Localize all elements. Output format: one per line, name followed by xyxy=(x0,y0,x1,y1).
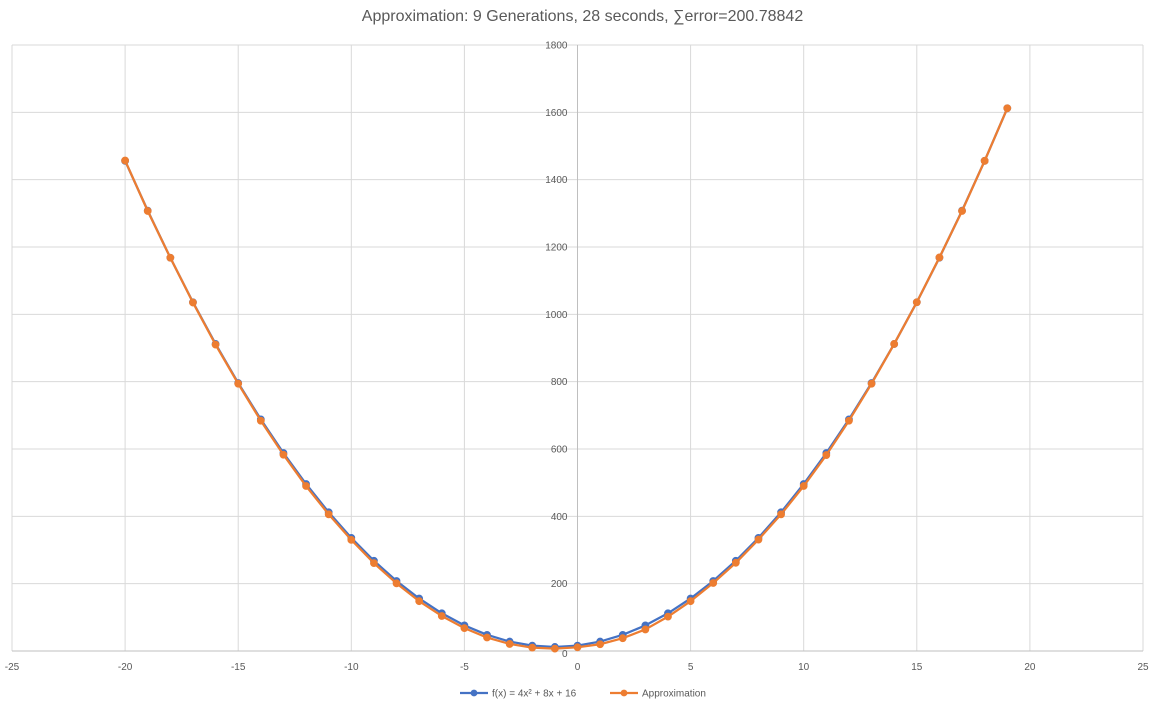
data-point xyxy=(912,298,921,307)
data-point xyxy=(324,510,333,519)
series-group xyxy=(121,104,1012,653)
data-point xyxy=(415,597,424,606)
x-tick-label: 20 xyxy=(1024,662,1036,673)
x-tick-label: -5 xyxy=(460,662,469,673)
y-tick-label: 1400 xyxy=(545,175,568,186)
y-tick-label: 1000 xyxy=(545,310,568,321)
data-point xyxy=(392,579,401,588)
legend-marker xyxy=(470,689,478,697)
x-tick-label: 0 xyxy=(575,662,581,673)
data-point xyxy=(166,253,175,262)
data-point xyxy=(799,482,808,490)
data-point xyxy=(686,597,695,606)
legend-item: f(x) = 4x² + 8x + 16 xyxy=(460,689,577,700)
data-point xyxy=(618,634,627,643)
data-point xyxy=(302,482,310,490)
y-tick-label: 600 xyxy=(551,445,568,456)
data-point xyxy=(189,298,197,307)
legend-label: f(x) = 4x² + 8x + 16 xyxy=(492,689,577,700)
y-tick-label: 1600 xyxy=(545,108,568,119)
data-point xyxy=(754,535,763,544)
data-point xyxy=(121,156,129,165)
data-point xyxy=(596,640,605,649)
data-point xyxy=(460,624,469,633)
data-point xyxy=(980,156,989,165)
data-point xyxy=(573,643,582,652)
x-tick-label: 10 xyxy=(798,662,810,673)
data-point xyxy=(370,559,378,568)
data-point xyxy=(143,207,152,215)
legend: f(x) = 4x² + 8x + 16 Approximation xyxy=(460,689,706,700)
data-point xyxy=(709,579,718,587)
x-tick-label: -25 xyxy=(5,662,20,673)
data-point xyxy=(777,510,785,519)
legend-marker xyxy=(620,689,628,697)
y-tick-label-zero: 0 xyxy=(562,649,568,660)
legend-item: Approximation xyxy=(610,689,706,700)
chart-title: Approximation: 9 Generations, 28 seconds… xyxy=(361,8,804,25)
data-point xyxy=(731,558,740,567)
data-point xyxy=(211,340,220,349)
data-point xyxy=(822,451,831,459)
data-point xyxy=(437,612,446,620)
data-point xyxy=(550,644,559,653)
series-line xyxy=(124,107,1009,650)
x-tick-label: 25 xyxy=(1137,662,1149,673)
data-point xyxy=(845,416,853,425)
data-point xyxy=(958,207,966,215)
y-tick-label: 400 xyxy=(551,512,568,523)
x-tick-label: 15 xyxy=(911,662,923,673)
tick-labels: -25 -20 -15 -10 -5 0 5 10 15 20 25 200 400 600 800 1000… xyxy=(5,41,1149,674)
data-point xyxy=(641,625,650,634)
data-point xyxy=(483,633,491,642)
y-tick-label: 1800 xyxy=(545,41,568,52)
data-point xyxy=(867,379,876,388)
x-tick-label: -15 xyxy=(231,662,246,673)
data-point xyxy=(1003,104,1012,113)
legend-label: Approximation xyxy=(642,689,706,700)
y-tick-label: 200 xyxy=(551,579,568,590)
grid-lines xyxy=(11,44,1144,651)
data-point xyxy=(890,340,899,348)
x-tick-label: -20 xyxy=(118,662,133,673)
data-point xyxy=(664,612,672,621)
data-point xyxy=(505,640,514,648)
x-tick-label: 5 xyxy=(688,662,694,673)
data-point xyxy=(935,253,944,262)
series-1 xyxy=(121,104,1012,653)
y-tick-label: 1200 xyxy=(545,243,568,254)
x-tick-label: -10 xyxy=(344,662,359,673)
y-tick-label: 800 xyxy=(551,377,568,388)
axes xyxy=(12,45,1143,652)
data-point xyxy=(256,416,265,425)
data-point xyxy=(279,450,288,459)
data-point xyxy=(528,643,537,652)
data-point xyxy=(234,379,243,388)
data-point xyxy=(347,536,356,544)
